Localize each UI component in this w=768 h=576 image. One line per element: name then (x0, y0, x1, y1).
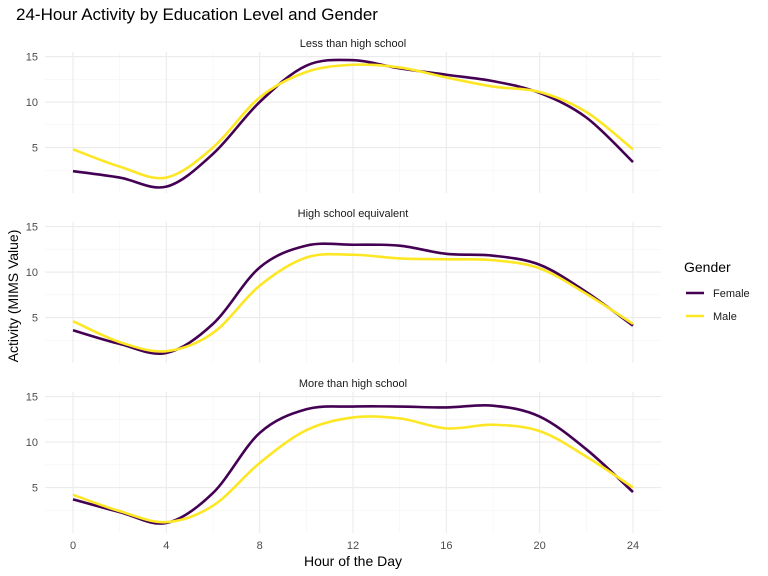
y-axis-title: Activity (MIMS Value) (5, 230, 21, 363)
legend-label: Male (713, 311, 737, 323)
facet-panel: More than high school 5 10 15 (26, 378, 661, 533)
facet-strip-label: High school equivalent (298, 208, 409, 220)
series-line-male (72, 252, 634, 353)
y-tick-label: 5 (32, 143, 38, 155)
x-tick-label: 24 (627, 540, 639, 552)
y-tick-label: 5 (32, 483, 38, 495)
facet-panel: Less than high school 5 10 15 (26, 38, 661, 193)
x-axis: 0 4 8 12 16 20 24 (70, 540, 639, 552)
x-tick-label: 4 (163, 540, 169, 552)
legend-entries: Female Male (686, 288, 750, 323)
legend-label: Female (713, 288, 750, 300)
y-tick-label: 15 (26, 392, 38, 404)
x-tick-label: 16 (440, 540, 452, 552)
facet-strip-label: Less than high school (300, 38, 406, 50)
y-tick-label: 10 (26, 267, 38, 279)
y-tick-label: 15 (26, 52, 38, 64)
facet-strip-label: More than high school (299, 378, 407, 390)
legend-item-female: Female (686, 288, 750, 300)
y-tick-label: 10 (26, 97, 38, 109)
y-tick-label: 15 (26, 222, 38, 234)
series-line-male (72, 63, 634, 180)
x-axis-title: Hour of the Day (304, 553, 402, 569)
legend-title: Gender (684, 259, 731, 275)
chart-title: 24-Hour Activity by Education Level and … (16, 5, 378, 24)
legend-item-male: Male (686, 311, 737, 323)
y-tick-label: 5 (32, 313, 38, 325)
legend: Gender Female Male (684, 259, 750, 323)
series-line-female (72, 242, 634, 356)
facet-panel: High school equivalent 5 10 15 (26, 208, 661, 363)
x-tick-label: 8 (257, 540, 263, 552)
y-tick-label: 10 (26, 437, 38, 449)
x-tick-label: 0 (70, 540, 76, 552)
series-line-male (72, 415, 634, 524)
x-tick-label: 12 (347, 540, 359, 552)
x-tick-label: 20 (534, 540, 546, 552)
